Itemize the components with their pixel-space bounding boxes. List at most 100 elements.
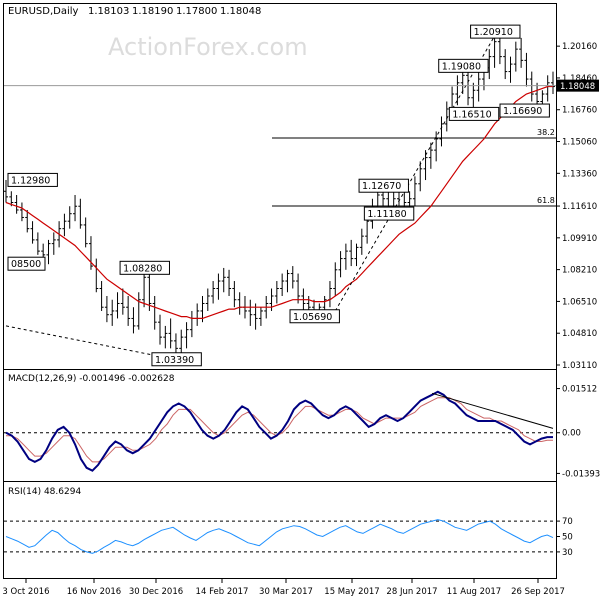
ohlc-bar xyxy=(51,232,56,255)
macd-main-line xyxy=(5,390,553,472)
ohlc-bar xyxy=(216,273,221,300)
macd-label: MACD(12,26,9) -0.001496 -0.002628 xyxy=(8,374,175,384)
ohlc-bar xyxy=(19,202,24,222)
price-callout: 08500 xyxy=(7,256,46,271)
chart-title: EURUSD,Daily xyxy=(8,6,79,17)
price-callout: 1.16690 xyxy=(499,103,550,118)
ohlc-bar xyxy=(428,142,433,169)
dashed-trend-line xyxy=(5,325,177,361)
rsi-tick-label: 50 xyxy=(562,533,573,543)
ohlc-bar xyxy=(232,281,237,308)
price-callouts: 1.12980 08500 1.08280 1.03390 1.05690 1.12670… xyxy=(7,24,550,367)
ohlc-bar xyxy=(99,281,104,311)
rsi-label: RSI(14) 48.6294 xyxy=(8,487,81,497)
last-price-box xyxy=(557,79,599,92)
callout-label: 1.11180 xyxy=(367,209,406,220)
ohlc-bar xyxy=(35,232,40,255)
rsi-tick-label: 30 xyxy=(562,548,573,558)
ohlc-bar xyxy=(434,131,439,162)
fibonacci-levels: 38.2 61.8 xyxy=(272,128,556,207)
price-tick-label: 1.11610 xyxy=(562,202,597,212)
ohlc-bar xyxy=(88,236,93,270)
ohlc-bar xyxy=(9,191,14,207)
macd-tick-label: -0.01393 xyxy=(562,469,600,479)
callout-label: 1.12670 xyxy=(362,181,401,192)
ohlc-bar xyxy=(418,161,423,192)
ohlc-bar xyxy=(211,281,216,304)
ohlc-bar xyxy=(30,221,35,244)
price-callout: 1.03390 xyxy=(151,352,202,367)
ohlc-bar xyxy=(120,288,125,315)
x-tick-label: 16 Nov 2016 xyxy=(67,587,121,597)
rsi-tick-label: 70 xyxy=(562,517,573,527)
x-tick-label: 3 Oct 2016 xyxy=(2,587,49,597)
ohlc-bar xyxy=(205,288,210,311)
dashed-trend-line xyxy=(334,35,496,312)
price-tick-label: 1.13360 xyxy=(562,169,597,179)
price-callout: 1.12670 xyxy=(358,178,409,193)
ohlc-bar xyxy=(67,206,72,229)
ohlc-bar xyxy=(455,75,460,106)
ohlc-bar xyxy=(248,299,253,326)
ohlc-bar xyxy=(104,295,109,323)
ohlc-bar xyxy=(343,243,348,270)
macd-panel-frame xyxy=(3,369,557,482)
callout-label: 1.08280 xyxy=(123,263,162,274)
price-tick-label: 1.16760 xyxy=(562,106,597,116)
ohlc-bar xyxy=(126,295,131,326)
fib-level-label: 61.8 xyxy=(537,196,555,205)
ohlc-bar xyxy=(274,281,279,304)
ohlc-bar xyxy=(519,37,524,68)
ohlc-bar xyxy=(529,71,534,102)
ohlc-bar xyxy=(46,239,51,265)
price-tick-label: 1.09910 xyxy=(562,234,597,244)
ohlc-bar xyxy=(296,273,301,304)
ohlc-bar xyxy=(354,243,359,267)
macd-series: 0.01512 0.00 -0.01393 xyxy=(4,385,600,479)
callout-label: 1.16510 xyxy=(452,109,491,120)
callout-label: 1.16690 xyxy=(503,106,542,117)
price-callout: 1.12980 xyxy=(7,172,58,187)
callout-label: 1.12980 xyxy=(11,175,50,186)
ohlc-bar xyxy=(524,52,529,87)
ohlc-bar xyxy=(280,273,285,296)
price-callout: 1.20910 xyxy=(470,24,521,39)
rsi-line xyxy=(5,519,554,554)
ohlc-open: 1.18103 xyxy=(88,6,129,17)
x-tick-label: 15 May 2017 xyxy=(324,587,379,597)
ohlc-bar xyxy=(444,101,449,132)
watermark: ActionForex.com xyxy=(108,33,308,61)
price-callout: 1.08280 xyxy=(119,260,170,275)
ohlc-bar xyxy=(168,318,173,349)
price-tick-label: 1.08210 xyxy=(562,266,597,276)
ohlc-bar xyxy=(131,307,136,334)
x-tick-label: 30 Dec 2016 xyxy=(129,587,183,597)
ohlc-bar xyxy=(290,266,295,289)
macd-signal-line xyxy=(6,397,553,463)
callout-label: 1.05690 xyxy=(293,312,332,323)
ohlc-bar xyxy=(147,269,152,311)
ohlc-bar xyxy=(333,262,338,296)
ohlc-bar xyxy=(227,269,232,296)
price-tick-label: 1.20160 xyxy=(562,42,597,52)
last-price-label: 1.18048 xyxy=(560,82,595,92)
price-callout: 1.11180 xyxy=(363,206,415,221)
price-trend-lines xyxy=(5,35,496,361)
callout-label: 1.19080 xyxy=(442,61,481,72)
ohlc-bar xyxy=(503,49,508,80)
ohlc-close: 1.18048 xyxy=(220,6,261,17)
ohlc-bar xyxy=(163,325,168,349)
price-callout: 1.16510 xyxy=(448,106,500,121)
ohlc-bar xyxy=(545,75,550,102)
ohlc-bar xyxy=(439,116,444,147)
callout-label: 1.20910 xyxy=(474,27,513,38)
ohlc-bar xyxy=(115,292,120,319)
price-tick-label: 1.18460 xyxy=(562,74,597,84)
last-price-marker: 1.18048 xyxy=(4,79,599,92)
fib-level-label: 38.2 xyxy=(537,128,555,137)
macd-trend-line xyxy=(431,392,554,429)
ohlc-bar xyxy=(508,56,513,83)
ohlc-bar xyxy=(25,209,30,233)
